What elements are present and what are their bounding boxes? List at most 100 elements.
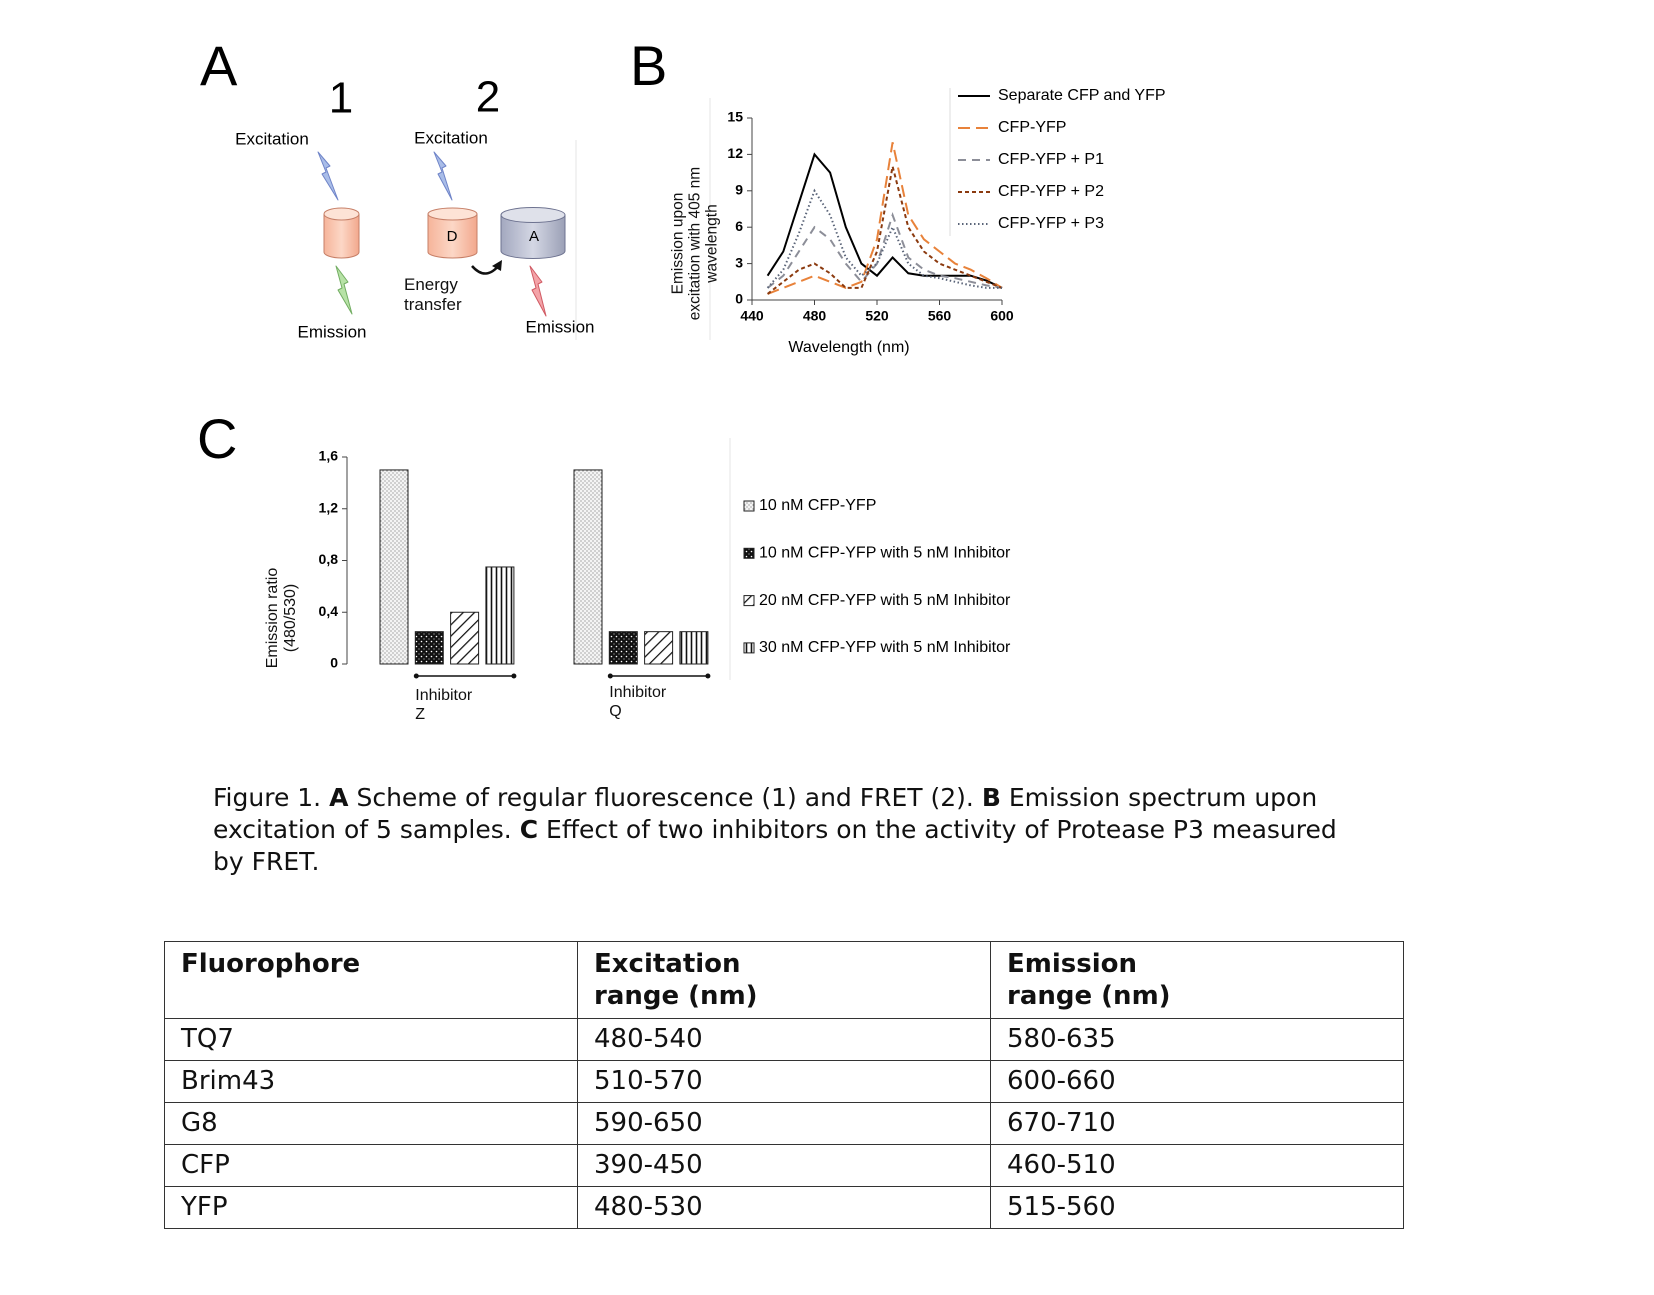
caption-label: B (981, 783, 1001, 812)
table-cell: 480-540 (577, 1018, 991, 1061)
data-table: Fluorophore Excitation range (nm) Emission… (164, 941, 1404, 1229)
caption-label: C (519, 815, 539, 844)
legend-swatch (743, 642, 755, 654)
legend-label: 10 nM CFP-YFP (759, 497, 876, 514)
y-tick-label: 3 (735, 254, 743, 270)
series-line (766, 212, 1003, 289)
donor-label: D (447, 228, 458, 245)
energy-transfer-label: Energy transfer (404, 275, 462, 315)
acceptor-label: A (529, 228, 539, 245)
bar (379, 469, 409, 665)
caption-prefix: Figure 1. (213, 783, 322, 812)
table-cell: 600-660 (990, 1060, 1404, 1103)
panel-label: A (200, 34, 238, 97)
legend-label: CFP-YFP (998, 119, 1066, 136)
x-tick-label: 440 (740, 308, 764, 324)
scheme-text: Emission (298, 322, 367, 341)
group-bracket-end (413, 673, 419, 679)
table-row: TQ7 480-540 580-635 (164, 1018, 1404, 1061)
scheme-text: Emission (526, 317, 595, 336)
header-cell: Fluorophore (164, 941, 578, 1019)
caption-label: A (329, 783, 349, 812)
table-cell: G8 (164, 1102, 578, 1145)
table-cell: 390-450 (577, 1144, 991, 1187)
table-cell: TQ7 (164, 1018, 578, 1061)
y-axis-label: Emission ratio (480/530) (264, 567, 299, 669)
bar (414, 631, 444, 665)
y-tick-label: 12 (727, 145, 743, 161)
y-tick-label: 15 (727, 109, 743, 125)
table-cell: CFP (164, 1144, 578, 1187)
legend-label: CFP-YFP + P2 (998, 183, 1104, 200)
x-tick-label: Inhibitor Z (415, 687, 473, 724)
table-cell: 515-560 (990, 1186, 1404, 1229)
header-text: Excitation range (nm) (594, 949, 758, 1011)
x-tick-label: 480 (803, 308, 827, 324)
table-cell: 510-570 (577, 1060, 991, 1103)
legend-label: 10 nM CFP-YFP with 5 nM Inhibitor (759, 545, 1011, 562)
panel-label: C (197, 407, 237, 470)
legend-label: 30 nM CFP-YFP with 5 nM Inhibitor (759, 639, 1011, 656)
table-row: G8 590-650 670-710 (164, 1102, 1404, 1145)
bar (608, 631, 638, 665)
y-tick-label: 6 (735, 218, 743, 234)
x-tick-label: 600 (990, 308, 1014, 324)
y-tick-label: 1,6 (319, 448, 339, 464)
bar (679, 631, 709, 665)
table-row: Brim43 510-570 600-660 (164, 1060, 1404, 1103)
group-bracket-end (705, 673, 711, 679)
x-tick-label: 560 (928, 308, 952, 324)
group-bracket-end (607, 673, 613, 679)
scheme-text: Excitation (235, 129, 309, 148)
x-tick-label: 520 (865, 308, 889, 324)
header-cell: Emission range (nm) (990, 941, 1404, 1019)
table-header: Fluorophore Excitation range (nm) Emission… (164, 941, 1404, 1019)
x-tick-label: Inhibitor Q (609, 684, 667, 721)
series-line (766, 152, 1003, 289)
panel-label: B (630, 34, 667, 97)
table-row: YFP 480-530 515-560 (164, 1186, 1404, 1229)
table-body: TQ7 480-540 580-635 Brim43 510-570 600-660 G8 5… (164, 1018, 1404, 1229)
y-tick-label: 9 (735, 182, 743, 198)
legend-label: CFP-YFP + P1 (998, 151, 1104, 168)
caption: Figure 1. A Scheme of regular fluorescenc… (213, 782, 1373, 878)
y-tick-label: 1,2 (319, 499, 339, 515)
group-bracket-end (511, 673, 517, 679)
table-cell: 590-650 (577, 1102, 991, 1145)
header-cell: Excitation range (nm) (577, 941, 991, 1019)
legend-swatch (743, 547, 755, 559)
table-row: CFP 390-450 460-510 (164, 1144, 1404, 1187)
bar (573, 469, 603, 665)
y-tick-label: 0,8 (319, 551, 339, 567)
scheme-number: 2 (476, 73, 500, 122)
table-cell: 480-530 (577, 1186, 991, 1229)
legend-label: Separate CFP and YFP (998, 87, 1166, 104)
scheme-art (317, 98, 731, 680)
table-cell: Brim43 (164, 1060, 578, 1103)
caption-text: Scheme of regular fluorescence (1) and F… (356, 783, 974, 812)
figure: A B C 1 2 Excitation Emission Excitation… (197, 34, 1166, 680)
y-tick-label: 0 (330, 655, 338, 671)
y-axis-label: Emission upon excitation with 405 nm wav… (669, 166, 721, 321)
bar (644, 631, 674, 665)
series-line (766, 166, 1003, 295)
y-tick-label: 0 (735, 291, 743, 307)
header-text: Emission range (nm) (1007, 949, 1171, 1011)
legend-label: 20 nM CFP-YFP with 5 nM Inhibitor (759, 592, 1011, 609)
x-axis-label: Wavelength (nm) (788, 339, 909, 356)
scheme-number: 1 (329, 74, 353, 123)
legend-swatch (743, 500, 755, 512)
bar (450, 611, 480, 665)
caption-text: Emission spectrum upon excitation of 5 s… (213, 783, 1318, 844)
series-line (767, 142, 1003, 295)
header-text: Fluorophore (181, 949, 361, 979)
table-cell: 580-635 (990, 1018, 1404, 1061)
caption-text: Effect of two inhibitors on the activity… (213, 815, 1337, 876)
table-cell: YFP (164, 1186, 578, 1229)
table-cell: 460-510 (990, 1144, 1404, 1187)
legend-swatch (743, 595, 755, 607)
legend-label: CFP-YFP + P3 (998, 215, 1104, 232)
bar (485, 566, 515, 665)
y-tick-label: 0,4 (319, 603, 339, 619)
